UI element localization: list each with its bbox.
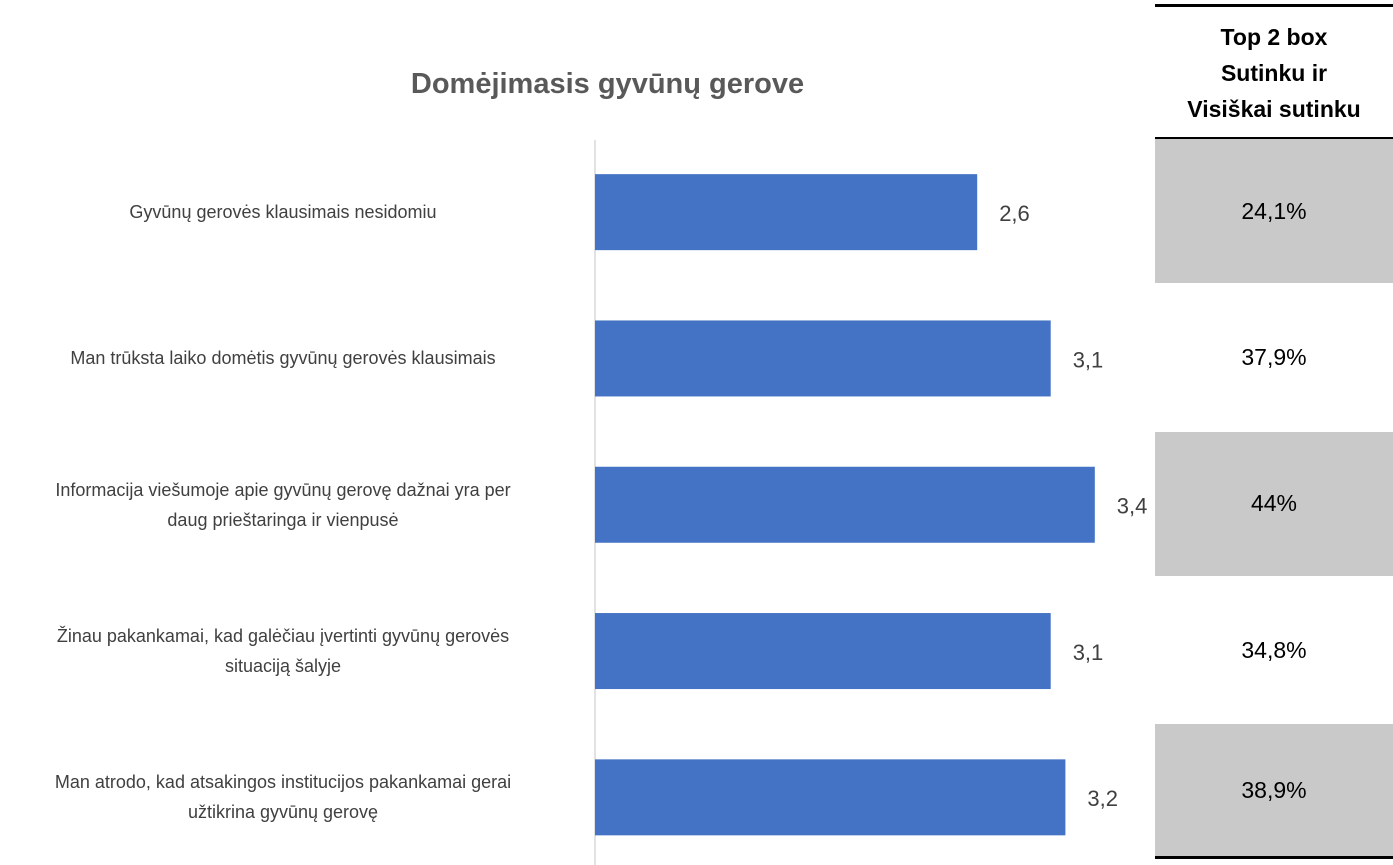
chart-title: Domėjimasis gyvūnų gerove: [410, 68, 805, 100]
data-label: 3,1: [1073, 640, 1104, 665]
data-label: 3,4: [1117, 494, 1148, 519]
table-header: Top 2 box: [1220, 24, 1328, 50]
table-cell: 24,1%: [1155, 139, 1393, 284]
bar: [595, 320, 1051, 397]
bar: [595, 613, 1051, 690]
table-header: Visiškai sutinku: [1187, 96, 1361, 122]
category-label: Informacija viešumoje apie gyvūnų gerovę…: [55, 479, 511, 530]
table-top-rule: [1155, 4, 1393, 7]
table-bottom-rule: [1155, 856, 1393, 859]
table-cell: 34,8%: [1241, 636, 1307, 663]
data-label: 3,2: [1087, 786, 1118, 811]
table-cell: 38,9%: [1155, 724, 1393, 856]
data-label: 2,6: [999, 201, 1030, 226]
table-header: Sutinku ir: [1220, 60, 1328, 86]
bar: [595, 466, 1095, 543]
table-header-rule: [1155, 137, 1393, 139]
category-label: Žinau pakankamai, kad galėčiau įvertinti…: [56, 626, 510, 677]
category-label: Man atrodo, kad atsakingos institucijos …: [54, 772, 512, 823]
table-cell: 44%: [1155, 431, 1393, 576]
data-label: 3,1: [1073, 347, 1104, 372]
category-label: Man trūksta laiko domėtis gyvūnų gerovės…: [70, 348, 496, 369]
bar: [595, 759, 1066, 836]
bar: [595, 174, 978, 251]
category-label: Gyvūnų gerovės klausimais nesidomiu: [129, 202, 437, 223]
table-cell: 37,9%: [1241, 343, 1307, 370]
